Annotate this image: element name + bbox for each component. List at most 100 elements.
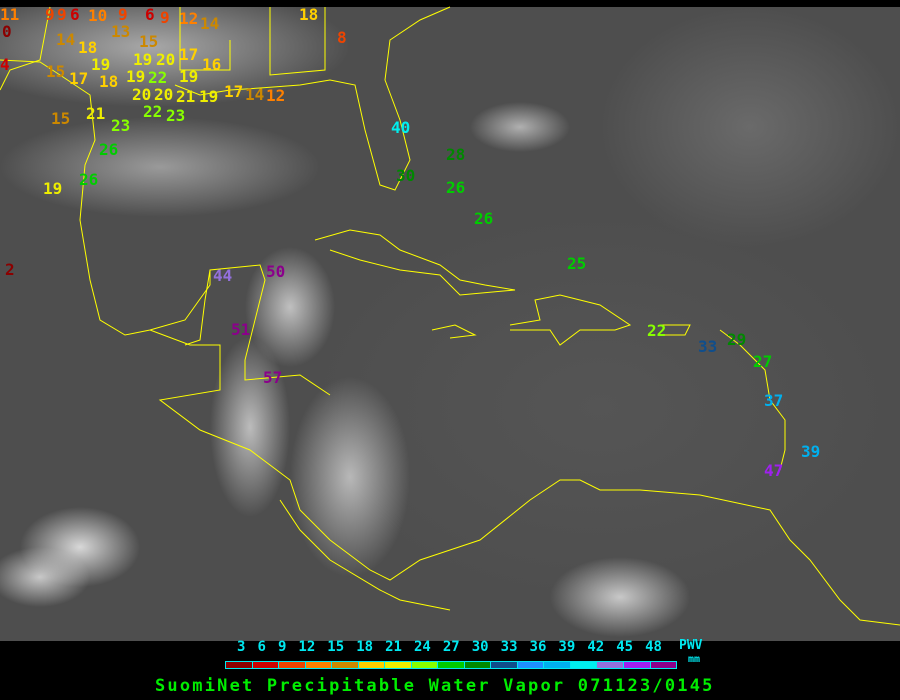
station-pwv-label: 26	[446, 178, 466, 197]
station-pwv-label: 12	[266, 86, 286, 105]
station-pwv-label: 22	[148, 68, 168, 87]
legend-swatch	[385, 662, 412, 668]
station-pwv-label: 18	[99, 72, 119, 91]
station-pwv-label: 20	[156, 50, 176, 69]
station-pwv-label: 16	[202, 55, 222, 74]
central-america-line	[149, 329, 900, 626]
legend-tick: 15	[327, 639, 345, 655]
station-pwv-label: 20	[154, 85, 174, 104]
legend-swatch	[305, 662, 333, 668]
station-pwv-label: 18	[78, 38, 98, 57]
station-pwv-label: 9	[45, 5, 55, 24]
station-pwv-label: 6	[70, 5, 80, 24]
station-pwv-label: 19	[179, 67, 199, 86]
legend-swatch	[438, 662, 465, 668]
legend-tick: 33	[500, 639, 518, 655]
station-pwv-label: 29	[727, 330, 747, 349]
texas-border-line	[0, 6, 51, 91]
legend-swatch	[597, 662, 624, 668]
legend-swatch	[252, 662, 280, 668]
station-pwv-label: 19	[43, 179, 63, 198]
legend-tick: 21	[385, 639, 402, 655]
legend-swatch	[623, 662, 651, 668]
station-pwv-label: 18	[299, 5, 319, 24]
jamaica-line	[431, 324, 477, 339]
station-pwv-label: 15	[51, 109, 71, 128]
legend-tick: 6	[257, 639, 266, 655]
station-pwv-label: 20	[132, 85, 152, 104]
station-pwv-label: 23	[111, 116, 131, 135]
legend-tick: 12	[298, 639, 316, 655]
us-gulf-coast-line	[174, 6, 451, 191]
station-pwv-label: 12	[179, 9, 199, 28]
station-pwv-label: 15	[46, 62, 66, 81]
station-pwv-label: 26	[474, 209, 494, 228]
antilles-line	[719, 329, 786, 471]
cuba-line	[314, 229, 516, 296]
station-pwv-label: 51	[231, 320, 251, 339]
station-pwv-label: 17	[224, 82, 244, 101]
legend-tick: 30	[471, 639, 489, 655]
legend-tick: 24	[413, 639, 431, 655]
coastline-overlay	[0, 6, 900, 626]
legend-swatch	[517, 662, 545, 668]
station-pwv-label: 15	[139, 32, 159, 51]
gulf-coast-line	[0, 59, 331, 396]
puerto-rico-line	[660, 324, 691, 336]
legend-swatch	[226, 662, 253, 668]
legend-swatch	[650, 662, 677, 668]
station-pwv-label: 14	[245, 85, 265, 104]
station-pwv-label: 50	[266, 262, 286, 281]
legend-swatch	[544, 662, 571, 668]
station-pwv-label: 9	[160, 8, 170, 27]
legend-tick: 39	[558, 639, 576, 655]
station-pwv-label: 21	[176, 87, 196, 106]
hispaniola-line	[509, 294, 632, 346]
map-title: SuomiNet Precipitable Water Vapor 071123…	[155, 676, 715, 696]
state-border-line	[269, 7, 326, 76]
color-scale-bar	[225, 661, 677, 669]
station-pwv-label: 23	[166, 106, 186, 125]
legend-tick: 48	[645, 639, 662, 655]
station-pwv-label: 37	[764, 391, 784, 410]
legend-tick: 36	[529, 639, 547, 655]
legend-swatch	[570, 662, 598, 668]
station-pwv-label: 19	[199, 87, 219, 106]
station-pwv-label: 33	[698, 337, 718, 356]
legend-tick: 42	[587, 639, 605, 655]
station-pwv-label: 6	[145, 5, 155, 24]
legend-swatch	[411, 662, 439, 668]
station-pwv-label: 4	[0, 55, 10, 74]
central-america-line	[279, 499, 451, 611]
satellite-ir-background	[0, 7, 900, 641]
station-pwv-label: 44	[213, 266, 233, 285]
station-pwv-label: 19	[126, 67, 146, 86]
legend-swatch	[279, 662, 306, 668]
station-pwv-label: 9	[118, 5, 128, 24]
station-pwv-label: 0	[2, 22, 12, 41]
station-pwv-label: 25	[567, 254, 587, 273]
station-pwv-label: 14	[56, 30, 76, 49]
station-pwv-label: 2	[5, 260, 15, 279]
station-pwv-label: 22	[647, 321, 667, 340]
legend-tick-labels: 3 6 9 12 15 18 21 24 27 30 33 36 39 42 45 48	[237, 639, 662, 655]
station-pwv-label: 11	[0, 5, 20, 24]
legend-tick: 27	[442, 639, 460, 655]
station-pwv-label: 19	[91, 55, 111, 74]
station-pwv-label: 27	[753, 352, 773, 371]
legend-swatch	[358, 662, 386, 668]
station-pwv-label: 9	[57, 5, 67, 24]
station-pwv-label: 22	[143, 102, 163, 121]
station-pwv-label: 10	[88, 6, 108, 25]
legend-unit-pwv: PWV	[679, 638, 703, 653]
legend-swatch	[491, 662, 518, 668]
station-pwv-label: 39	[801, 442, 821, 461]
station-pwv-label: 19	[133, 50, 153, 69]
legend-unit-mm: mm	[688, 654, 701, 665]
station-pwv-label: 17	[69, 69, 89, 88]
station-pwv-label: 40	[391, 118, 411, 137]
station-pwv-label: 17	[179, 45, 199, 64]
station-pwv-label: 26	[99, 140, 119, 159]
legend-tick: 9	[277, 639, 287, 655]
